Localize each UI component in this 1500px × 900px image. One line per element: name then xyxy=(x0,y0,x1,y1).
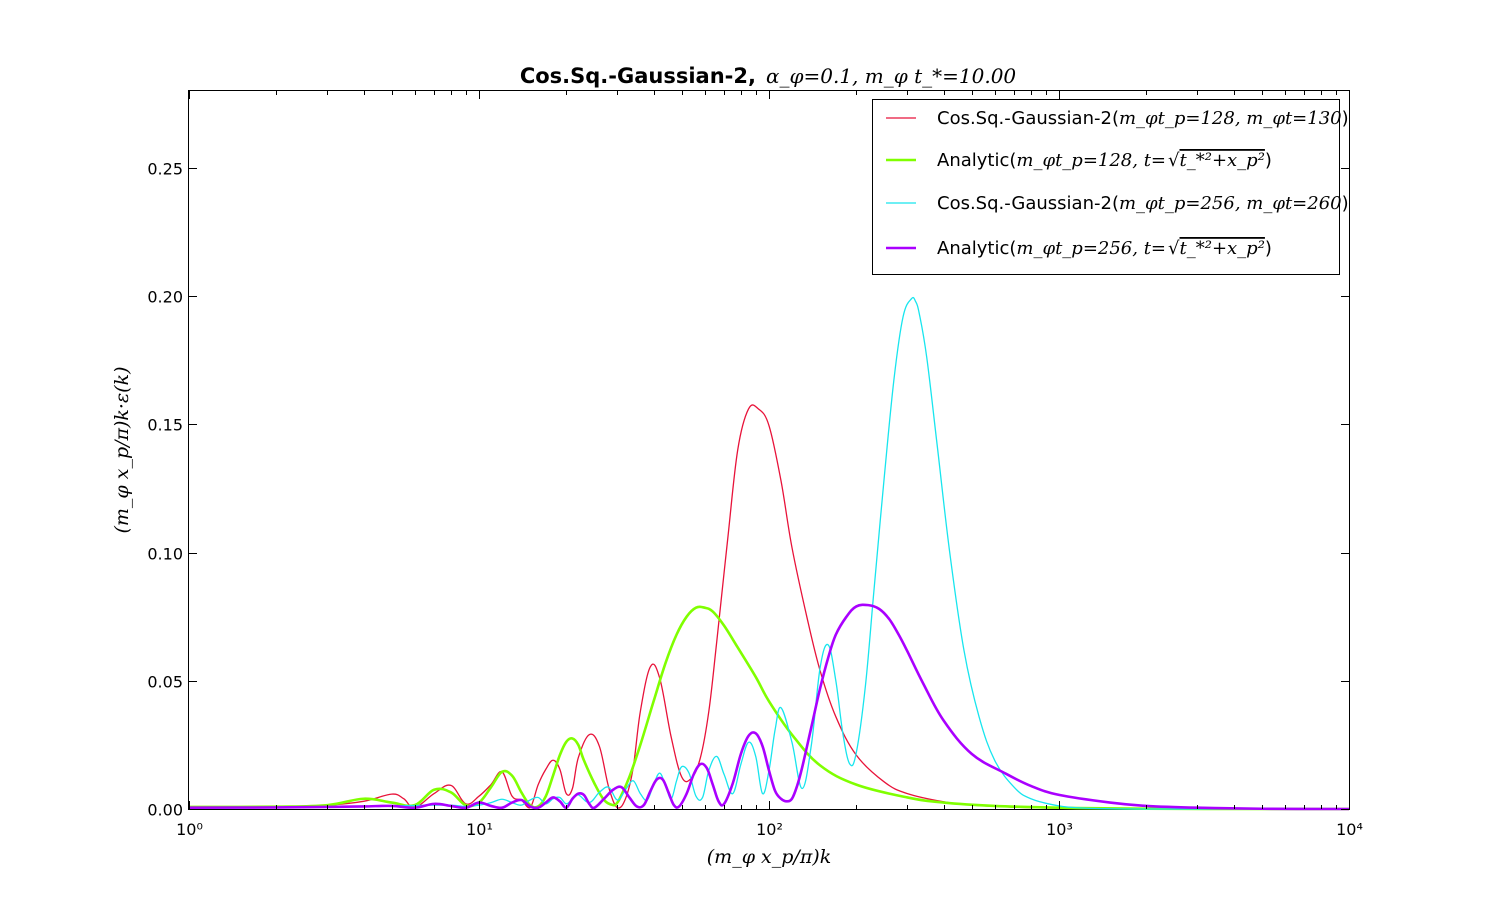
legend-entry-2-tail: ) xyxy=(1265,150,1272,171)
legend-entry-4: Analytic(m_φt_p=256, t= √t_*²+x_p²) xyxy=(937,238,1272,259)
legend-entry-2-sqrt: t_*²+x_p² xyxy=(1180,150,1265,171)
legend-box xyxy=(872,99,1340,275)
y-tick-label: 0.20 xyxy=(147,288,183,307)
chart-title: Cos.Sq.-Gaussian-2, α_φ=0.1, m_φ t_*=10.… xyxy=(520,64,1017,88)
chart-title-math: α_φ=0.1, m_φ t_*=10.00 xyxy=(766,64,1016,88)
y-tick-label: 0.15 xyxy=(147,416,183,435)
ticks-layer: 10⁰ 10¹ 10² 10³ 10⁴ 0.00 0.05 0.10 0.15 0.20 0.25 xyxy=(147,91,1363,839)
legend-entry-3-math: m_φt_p=256, m_φt=260 xyxy=(1119,193,1342,214)
series-line-1 xyxy=(188,404,1349,810)
x-tick-label: 10³ xyxy=(1046,820,1073,839)
x-tick-label: 10⁰ xyxy=(176,820,203,839)
y-tick-label: 0.00 xyxy=(147,801,183,820)
y-tick-label: 0.05 xyxy=(147,673,183,692)
x-axis-label: (m_φ x_p/π)k xyxy=(707,846,831,868)
y-tick-label: 0.10 xyxy=(147,545,183,564)
legend-entry-3-tail: ) xyxy=(1342,193,1349,214)
x-tick-label: 10⁴ xyxy=(1336,820,1363,839)
legend-entry-2-math: m_φt_p=128, t= xyxy=(1016,150,1166,171)
legend-entry-4-sqrt-sign: √ xyxy=(1168,238,1180,259)
y-tick-label: 0.25 xyxy=(147,160,183,179)
series-layer xyxy=(188,296,1350,811)
legend-entry-3: Cos.Sq.-Gaussian-2(m_φt_p=256, m_φt=260) xyxy=(937,193,1349,214)
x-tick-label: 10¹ xyxy=(466,820,493,839)
legend-entry-2: Analytic(m_φt_p=128, t= √t_*²+x_p²) xyxy=(937,150,1272,171)
series-line-4 xyxy=(188,603,1350,811)
legend-entry-2-text: Analytic( xyxy=(937,150,1016,171)
series-line-3 xyxy=(188,296,1349,810)
legend-entry-1: Cos.Sq.-Gaussian-2(m_φt_p=128, m_φt=130) xyxy=(937,108,1349,129)
legend-entry-1-tail: ) xyxy=(1342,108,1349,129)
legend-entry-4-tail: ) xyxy=(1265,238,1272,259)
legend-entry-4-math: m_φt_p=256, t= xyxy=(1016,238,1166,259)
legend-entry-3-text: Cos.Sq.-Gaussian-2( xyxy=(937,193,1119,214)
y-axis-label: (m_φ x_p/π)k·ε(k) xyxy=(111,366,133,533)
legend-entry-1-math: m_φt_p=128, m_φt=130 xyxy=(1119,108,1342,129)
legend-entry-4-sqrt: t_*²+x_p² xyxy=(1180,238,1265,259)
legend-entry-2-sqrt-sign: √ xyxy=(1168,150,1180,171)
legend-entry-1-text: Cos.Sq.-Gaussian-2( xyxy=(937,108,1119,129)
chart-title-bold: Cos.Sq.-Gaussian-2, xyxy=(520,64,756,88)
x-tick-label: 10² xyxy=(756,820,783,839)
legend-entry-4-text: Analytic( xyxy=(937,238,1016,259)
legend: Cos.Sq.-Gaussian-2(m_φt_p=128, m_φt=130)… xyxy=(872,99,1349,275)
